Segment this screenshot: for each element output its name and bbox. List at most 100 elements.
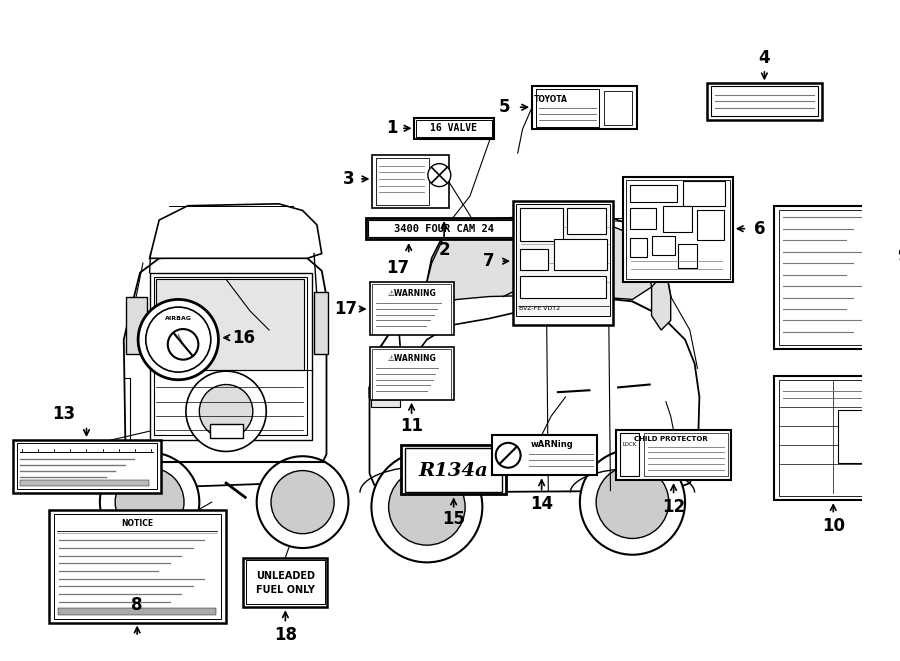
Text: wARNing: wARNing xyxy=(531,440,573,449)
Bar xyxy=(630,208,656,229)
Text: 17: 17 xyxy=(387,259,410,277)
Bar xyxy=(630,238,647,257)
Bar xyxy=(778,379,898,496)
Polygon shape xyxy=(149,204,321,258)
Bar xyxy=(20,480,148,486)
Circle shape xyxy=(167,329,198,360)
Bar xyxy=(774,376,900,500)
Circle shape xyxy=(256,456,348,548)
Bar xyxy=(626,180,730,280)
Text: 3400 FOUR CAM 24: 3400 FOUR CAM 24 xyxy=(394,223,494,234)
Bar xyxy=(373,349,451,399)
Bar xyxy=(554,239,607,270)
Text: 16 VALVE: 16 VALVE xyxy=(430,123,477,134)
Bar xyxy=(516,204,610,316)
Bar xyxy=(126,297,147,354)
Bar xyxy=(869,215,898,249)
Text: 14: 14 xyxy=(530,495,554,513)
Text: R134a: R134a xyxy=(418,461,489,480)
Bar xyxy=(367,220,521,237)
Text: AIRBAG: AIRBAG xyxy=(165,316,192,321)
Polygon shape xyxy=(427,218,652,301)
Bar xyxy=(698,210,724,240)
Bar xyxy=(869,258,898,292)
Text: 1: 1 xyxy=(386,119,397,137)
Text: 8: 8 xyxy=(131,596,143,614)
Bar xyxy=(679,244,698,268)
Bar xyxy=(149,272,312,440)
Text: 5: 5 xyxy=(499,98,510,116)
Text: 16: 16 xyxy=(232,329,255,346)
Text: 4: 4 xyxy=(759,48,770,67)
Bar xyxy=(604,91,633,126)
Circle shape xyxy=(389,469,465,545)
Bar xyxy=(54,514,221,619)
Bar xyxy=(374,347,401,368)
Circle shape xyxy=(146,307,211,372)
Bar xyxy=(401,445,506,494)
Text: 17: 17 xyxy=(334,300,357,318)
Text: 7: 7 xyxy=(483,253,495,270)
Circle shape xyxy=(115,468,184,537)
Bar xyxy=(519,208,562,241)
Bar xyxy=(370,282,454,335)
Bar xyxy=(370,347,454,400)
Bar xyxy=(243,558,328,607)
Text: 11: 11 xyxy=(400,416,423,435)
Bar xyxy=(663,206,692,233)
Polygon shape xyxy=(370,292,699,492)
Text: LOCK: LOCK xyxy=(623,442,636,447)
Text: UNLEADED: UNLEADED xyxy=(256,570,315,581)
Circle shape xyxy=(428,164,451,186)
Polygon shape xyxy=(652,271,670,330)
Circle shape xyxy=(138,299,219,379)
Bar xyxy=(774,206,900,349)
Bar xyxy=(13,440,161,492)
Bar xyxy=(373,284,451,334)
Bar xyxy=(513,201,613,325)
Text: 15: 15 xyxy=(442,510,465,528)
Bar xyxy=(372,373,400,407)
Circle shape xyxy=(580,449,685,555)
Text: TOYOTA: TOYOTA xyxy=(535,95,568,104)
Text: BVZ-FE VDT2: BVZ-FE VDT2 xyxy=(518,307,560,311)
Circle shape xyxy=(100,452,199,552)
Circle shape xyxy=(496,443,520,468)
Text: 13: 13 xyxy=(52,405,75,423)
Bar xyxy=(50,510,226,623)
Circle shape xyxy=(372,451,482,563)
Bar xyxy=(519,249,548,270)
Bar xyxy=(532,86,637,130)
Bar xyxy=(711,86,818,116)
Bar xyxy=(417,120,492,137)
Bar xyxy=(17,443,158,488)
Bar xyxy=(683,181,725,206)
Circle shape xyxy=(596,466,669,539)
Polygon shape xyxy=(422,215,670,316)
Polygon shape xyxy=(370,292,523,397)
Bar xyxy=(652,237,674,255)
Circle shape xyxy=(199,385,253,438)
Bar xyxy=(623,177,733,282)
Bar xyxy=(247,561,325,604)
Text: ⚠WARNING: ⚠WARNING xyxy=(387,290,436,298)
Bar xyxy=(373,155,449,208)
Bar xyxy=(210,424,243,438)
Text: 3: 3 xyxy=(343,170,355,188)
Bar xyxy=(415,118,494,139)
Bar xyxy=(365,218,524,239)
Bar xyxy=(157,280,304,370)
Bar xyxy=(644,434,728,477)
Bar xyxy=(314,292,328,354)
Text: FUEL ONLY: FUEL ONLY xyxy=(256,585,315,595)
Text: 9: 9 xyxy=(897,247,900,266)
Text: 12: 12 xyxy=(662,498,685,516)
Text: CHILD PROTECTOR: CHILD PROTECTOR xyxy=(634,436,707,442)
Text: 10: 10 xyxy=(822,517,845,535)
Bar xyxy=(536,89,599,128)
Text: NOTICE: NOTICE xyxy=(122,519,153,527)
Text: 2: 2 xyxy=(438,241,450,258)
Bar xyxy=(58,608,216,615)
Text: 18: 18 xyxy=(274,626,297,644)
Bar xyxy=(707,83,822,120)
